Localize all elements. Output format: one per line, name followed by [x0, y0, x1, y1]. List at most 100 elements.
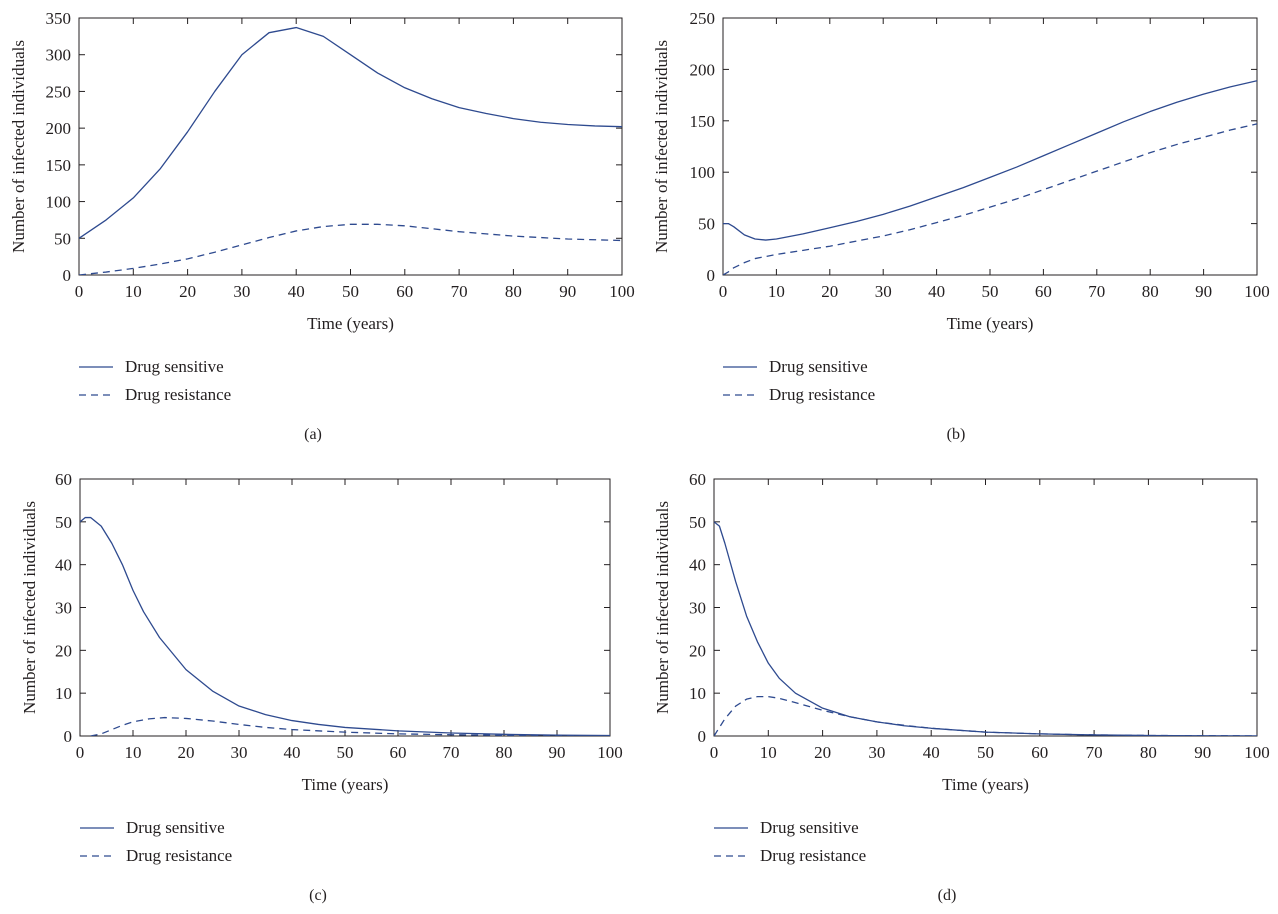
plot-frame — [79, 478, 611, 737]
y-tick-label: 100 — [46, 193, 72, 212]
x-tick-label: 40 — [284, 743, 301, 762]
x-tick-label: 100 — [1244, 282, 1270, 301]
legend: Drug sensitive Drug resistance — [79, 357, 231, 404]
x-tick-label: 30 — [231, 743, 248, 762]
y-tick-label: 20 — [689, 641, 706, 660]
x-tick-label: 0 — [75, 282, 84, 301]
legend: Drug sensitive Drug resistance — [714, 818, 866, 865]
x-tick-label: 80 — [1140, 743, 1157, 762]
x-tick-label: 20 — [821, 282, 838, 301]
y-tick-label: 60 — [689, 470, 706, 489]
x-tick-label: 60 — [390, 743, 407, 762]
x-tick-label: 30 — [868, 743, 885, 762]
x-tick-label: 90 — [549, 743, 566, 762]
y-tick-label: 10 — [55, 684, 72, 703]
x-axis-label: Time (years) — [307, 314, 394, 333]
y-tick-label: 250 — [690, 9, 716, 28]
x-tick-label: 100 — [597, 743, 623, 762]
series-line-drug-resistance — [723, 123, 1257, 275]
legend-label: Drug sensitive — [760, 818, 859, 837]
x-axis-label: Time (years) — [302, 775, 389, 794]
x-tick-label: 50 — [337, 743, 354, 762]
x-tick-label: 20 — [178, 743, 195, 762]
series-line-drug-sensitive — [80, 516, 610, 736]
x-tick-label: 0 — [76, 743, 85, 762]
plot-frame — [713, 478, 1258, 737]
chart-panel: 0 10 20 30 40 50 60 70 80 90 1000102030405060Time … — [653, 470, 1270, 904]
legend: Drug sensitive Drug resistance — [723, 357, 875, 404]
x-tick-label: 50 — [982, 282, 999, 301]
y-tick-label: 0 — [64, 727, 73, 746]
panel-caption: (b) — [947, 426, 966, 443]
legend-label: Drug resistance — [769, 385, 875, 404]
x-tick-label: 90 — [559, 282, 576, 301]
y-axis-label: Number of infected individuals — [652, 40, 671, 253]
series-line-drug-sensitive — [79, 26, 622, 239]
legend-label: Drug sensitive — [769, 357, 868, 376]
legend: Drug sensitive Drug resistance — [80, 818, 232, 865]
panel-caption: (a) — [304, 426, 322, 443]
x-tick-label: 10 — [768, 282, 785, 301]
y-tick-label: 20 — [55, 641, 72, 660]
x-tick-label: 70 — [451, 282, 468, 301]
y-axis-label: Number of infected individuals — [9, 40, 28, 253]
chart-panel: 0 10 20 30 40 50 60 70 80 90 1000102030405060Time … — [20, 470, 623, 904]
y-tick-label: 30 — [689, 599, 706, 618]
x-tick-label: 40 — [928, 282, 945, 301]
x-tick-label: 50 — [977, 743, 994, 762]
legend-label: Drug sensitive — [125, 357, 224, 376]
y-tick-label: 0 — [698, 727, 707, 746]
x-tick-label: 20 — [179, 282, 196, 301]
y-tick-label: 350 — [46, 9, 72, 28]
y-tick-label: 50 — [55, 513, 72, 532]
x-tick-label: 40 — [923, 743, 940, 762]
series-line-drug-sensitive — [723, 80, 1257, 241]
x-tick-label: 100 — [609, 282, 635, 301]
x-tick-label: 40 — [288, 282, 305, 301]
y-tick-label: 40 — [55, 556, 72, 575]
y-tick-label: 40 — [689, 556, 706, 575]
chart-panel: 0 10 20 30 40 50 60 70 80 90 100 0 50 100 150 200 250 300… — [9, 9, 635, 443]
x-tick-label: 90 — [1195, 282, 1212, 301]
y-tick-label: 200 — [46, 119, 72, 138]
x-tick-label: 20 — [814, 743, 831, 762]
x-tick-label: 0 — [710, 743, 719, 762]
x-tick-label: 30 — [233, 282, 250, 301]
panel-caption: (c) — [309, 887, 327, 904]
y-axis-label: Number of infected individuals — [653, 501, 672, 714]
x-tick-label: 80 — [496, 743, 513, 762]
x-tick-label: 60 — [1031, 743, 1048, 762]
x-tick-label: 100 — [1244, 743, 1270, 762]
x-tick-label: 0 — [719, 282, 728, 301]
x-tick-label: 90 — [1194, 743, 1211, 762]
x-tick-label: 50 — [342, 282, 359, 301]
x-tick-label: 70 — [1086, 743, 1103, 762]
series-line-drug-resistance — [90, 716, 610, 736]
y-tick-label: 150 — [46, 156, 72, 175]
y-tick-label: 200 — [690, 60, 716, 79]
x-tick-label: 10 — [125, 743, 142, 762]
y-tick-label: 30 — [55, 599, 72, 618]
y-tick-label: 10 — [689, 684, 706, 703]
plot-frame — [78, 17, 623, 276]
x-tick-label: 80 — [505, 282, 522, 301]
y-tick-label: 100 — [690, 163, 716, 182]
y-tick-label: 250 — [46, 82, 72, 101]
series-line-drug-resistance — [79, 223, 622, 275]
y-tick-label: 150 — [690, 112, 716, 131]
y-tick-label: 50 — [698, 215, 715, 234]
legend-label: Drug resistance — [126, 846, 232, 865]
legend-label: Drug sensitive — [126, 818, 225, 837]
y-tick-label: 0 — [707, 266, 716, 285]
x-tick-label: 30 — [875, 282, 892, 301]
y-axis-label: Number of infected individuals — [20, 501, 39, 714]
y-tick-label: 300 — [46, 46, 72, 65]
x-axis-label: Time (years) — [947, 314, 1034, 333]
legend-label: Drug resistance — [760, 846, 866, 865]
x-tick-label: 80 — [1142, 282, 1159, 301]
legend-label: Drug resistance — [125, 385, 231, 404]
x-tick-label: 60 — [396, 282, 413, 301]
x-tick-label: 70 — [443, 743, 460, 762]
x-tick-label: 70 — [1088, 282, 1105, 301]
y-tick-label: 60 — [55, 470, 72, 489]
